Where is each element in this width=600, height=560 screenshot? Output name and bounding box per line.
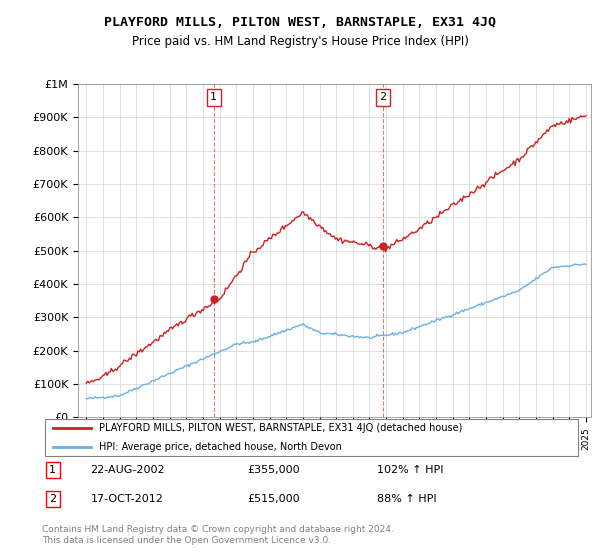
Text: 1: 1 <box>49 465 56 475</box>
Text: 102% ↑ HPI: 102% ↑ HPI <box>377 465 443 475</box>
Text: PLAYFORD MILLS, PILTON WEST, BARNSTAPLE, EX31 4JQ: PLAYFORD MILLS, PILTON WEST, BARNSTAPLE,… <box>104 16 496 29</box>
Text: 1: 1 <box>210 92 217 102</box>
Text: £515,000: £515,000 <box>247 494 300 504</box>
Text: Contains HM Land Registry data © Crown copyright and database right 2024.
This d: Contains HM Land Registry data © Crown c… <box>42 525 394 545</box>
Text: 22-AUG-2002: 22-AUG-2002 <box>91 465 165 475</box>
Text: 88% ↑ HPI: 88% ↑ HPI <box>377 494 436 504</box>
Text: 2: 2 <box>379 92 386 102</box>
Text: HPI: Average price, detached house, North Devon: HPI: Average price, detached house, Nort… <box>98 442 341 452</box>
Text: PLAYFORD MILLS, PILTON WEST, BARNSTAPLE, EX31 4JQ (detached house): PLAYFORD MILLS, PILTON WEST, BARNSTAPLE,… <box>98 423 462 433</box>
Text: 2: 2 <box>49 494 56 504</box>
Text: £355,000: £355,000 <box>247 465 300 475</box>
Text: Price paid vs. HM Land Registry's House Price Index (HPI): Price paid vs. HM Land Registry's House … <box>131 35 469 48</box>
Text: 17-OCT-2012: 17-OCT-2012 <box>91 494 163 504</box>
FancyBboxPatch shape <box>45 419 578 456</box>
